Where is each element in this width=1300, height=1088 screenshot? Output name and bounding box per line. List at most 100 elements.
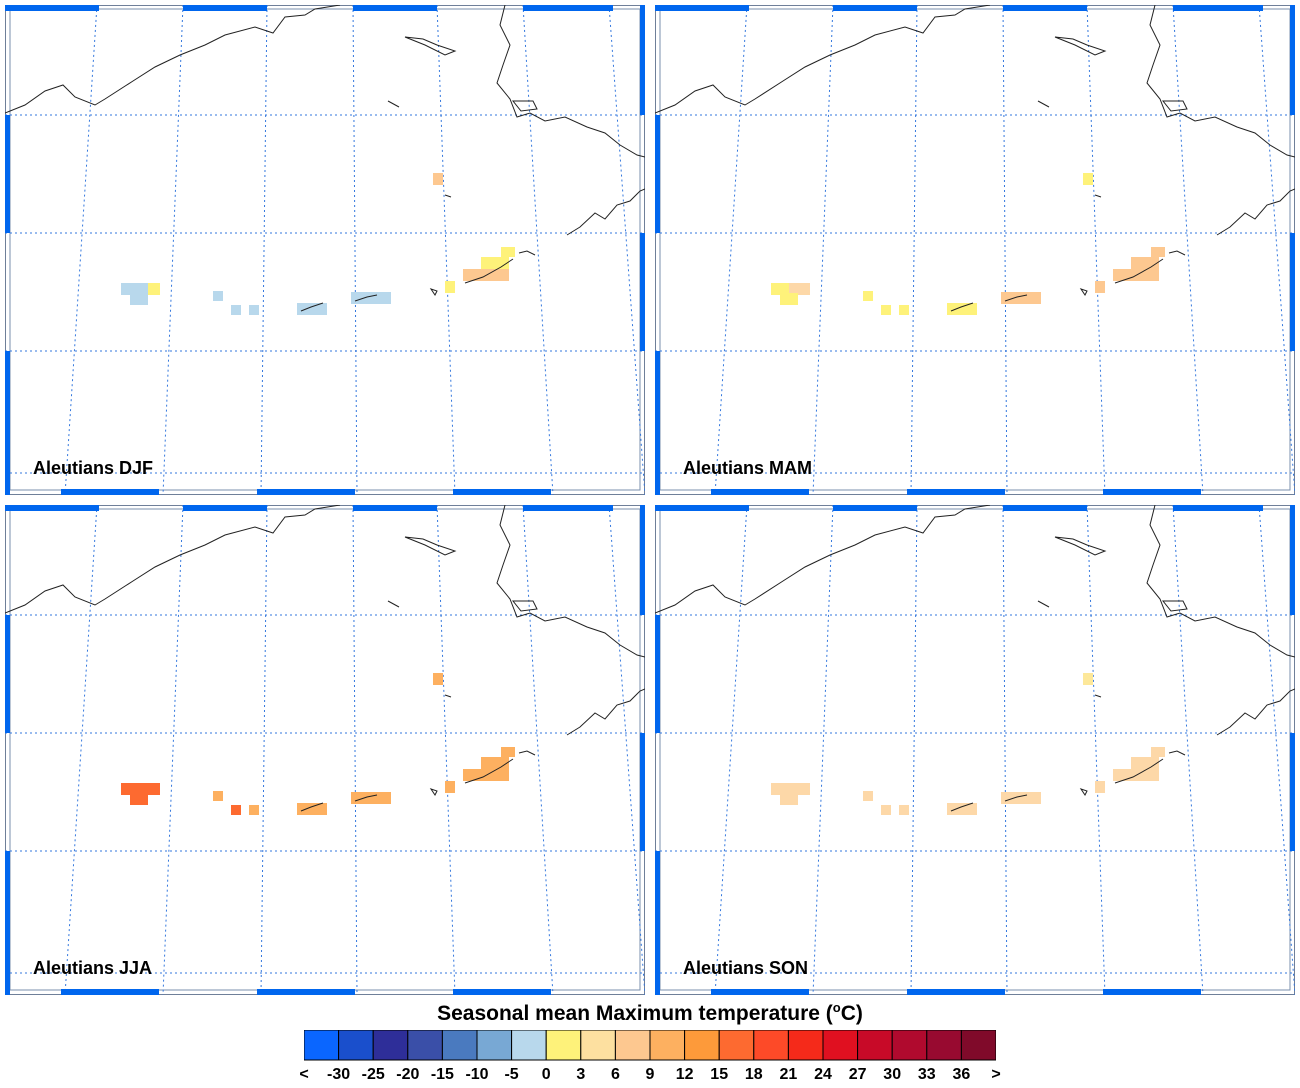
coastline bbox=[1114, 758, 1164, 784]
colorbar-swatch bbox=[614, 1030, 651, 1061]
meridian-line bbox=[1086, 505, 1106, 995]
map-canvas bbox=[5, 505, 645, 995]
coastline bbox=[1146, 505, 1295, 658]
colorbar-title-end: C) bbox=[840, 1002, 863, 1025]
coastline bbox=[1168, 250, 1186, 256]
coastline bbox=[404, 536, 457, 556]
temperature-cell bbox=[1001, 792, 1041, 804]
colorbar-tick-label: 0 bbox=[541, 1066, 551, 1083]
coastline bbox=[1079, 788, 1088, 796]
meridian-line bbox=[162, 5, 184, 495]
temperature-cell bbox=[148, 783, 160, 795]
coastline bbox=[387, 600, 400, 608]
temperature-cell bbox=[445, 281, 455, 293]
frame-tick-left bbox=[655, 115, 660, 233]
panel-label: Aleutians DJF bbox=[33, 458, 154, 478]
colorbar-tick-label: -10 bbox=[465, 1066, 489, 1083]
meridian-line bbox=[352, 505, 358, 995]
coastline bbox=[444, 694, 452, 698]
colorbar-swatch bbox=[511, 1030, 547, 1061]
colorbar-swatch bbox=[718, 1030, 755, 1061]
coastline bbox=[1161, 600, 1188, 612]
coastline bbox=[511, 100, 538, 112]
colorbar-tick-label: 21 bbox=[779, 1066, 798, 1083]
coastline bbox=[566, 188, 645, 236]
temperature-cell bbox=[1001, 292, 1041, 304]
coastline bbox=[496, 505, 645, 658]
coastline bbox=[1161, 100, 1188, 112]
temperature-cell bbox=[1095, 281, 1105, 293]
coastline bbox=[1146, 5, 1295, 158]
temperature-cell bbox=[1131, 257, 1159, 269]
colorbar-title: Seasonal mean Maximum temperature (oC) bbox=[0, 1000, 1300, 1026]
colorbar-tick-label: 3 bbox=[576, 1066, 586, 1083]
colorbar-tick-label: 6 bbox=[610, 1066, 620, 1083]
temperature-cell bbox=[130, 793, 148, 805]
coastline bbox=[464, 758, 514, 784]
coastline bbox=[1004, 794, 1028, 802]
colorbar-tick-label: 9 bbox=[645, 1066, 655, 1083]
temperature-cell bbox=[351, 292, 391, 304]
colorbar-tick-label: -25 bbox=[361, 1066, 385, 1083]
temperature-cell bbox=[433, 673, 443, 685]
temperature-cell bbox=[121, 783, 139, 795]
temperature-cell bbox=[433, 173, 443, 185]
colorbar bbox=[304, 1030, 996, 1061]
meridian-line bbox=[436, 5, 456, 495]
meridian-line bbox=[714, 505, 748, 995]
temperature-cell bbox=[121, 283, 139, 295]
frame-tick-top bbox=[1003, 5, 1087, 11]
temperature-cell bbox=[231, 305, 241, 315]
meridian-line bbox=[522, 505, 554, 995]
frame-tick-right bbox=[1290, 233, 1295, 351]
frame-tick-top bbox=[353, 505, 437, 511]
map-canvas bbox=[655, 505, 1295, 995]
panel-label: Aleutians SON bbox=[683, 958, 809, 978]
meridian-line bbox=[162, 505, 184, 995]
coastline bbox=[429, 288, 438, 296]
frame-tick-top bbox=[353, 5, 437, 11]
colorbar-swatch bbox=[684, 1030, 720, 1061]
coastline bbox=[404, 36, 457, 56]
coastline bbox=[1079, 288, 1088, 296]
coastline bbox=[1037, 100, 1050, 108]
colorbar-swatch bbox=[338, 1030, 374, 1061]
meridian-line bbox=[910, 5, 918, 495]
panel-label: Aleutians JJA bbox=[33, 958, 153, 978]
colorbar-tick-label: < bbox=[299, 1066, 309, 1083]
frame-tick-bottom bbox=[907, 989, 1005, 995]
temperature-cell bbox=[1095, 781, 1105, 793]
coastline bbox=[354, 794, 378, 802]
map-panel-son: Aleutians SON bbox=[655, 505, 1295, 995]
colorbar-tick-labels: < -30 -25 -20 -15 -10 -5 0 3 6 9 12 15 18 21 24 27 30 33 36… bbox=[0, 1066, 1300, 1088]
colorbar-tick-label: -20 bbox=[396, 1066, 420, 1083]
map-panel-djf: Aleutians DJF bbox=[5, 5, 645, 495]
temperature-cell bbox=[481, 257, 509, 269]
map-canvas bbox=[655, 5, 1295, 495]
coastline bbox=[950, 802, 974, 812]
temperature-cell bbox=[1151, 247, 1165, 257]
frame-tick-top bbox=[183, 5, 267, 11]
temperature-cell bbox=[1083, 173, 1093, 185]
temperature-cell bbox=[297, 803, 327, 815]
frame-tick-top bbox=[1003, 505, 1087, 511]
temperature-cell bbox=[780, 793, 798, 805]
frame-tick-top bbox=[833, 505, 917, 511]
colorbar-swatch bbox=[441, 1030, 478, 1061]
colorbar-swatch bbox=[372, 1030, 409, 1061]
map-panel-mam: Aleutians MAM bbox=[655, 5, 1295, 495]
frame-tick-bottom bbox=[1103, 489, 1201, 495]
colorbar-tick-label: -15 bbox=[430, 1066, 454, 1083]
temperature-cell bbox=[798, 283, 810, 295]
meridian-line bbox=[608, 505, 645, 995]
frame-tick-bottom bbox=[453, 489, 551, 495]
temperature-cell bbox=[1083, 673, 1093, 685]
meridian-line bbox=[436, 505, 456, 995]
frame-tick-right bbox=[1290, 505, 1295, 615]
coastline bbox=[429, 788, 438, 796]
meridian-line bbox=[64, 5, 98, 495]
frame-tick-top bbox=[1173, 5, 1263, 11]
colorbar-swatch bbox=[545, 1030, 582, 1061]
coastline bbox=[1094, 694, 1102, 698]
frame-tick-left bbox=[655, 615, 660, 733]
